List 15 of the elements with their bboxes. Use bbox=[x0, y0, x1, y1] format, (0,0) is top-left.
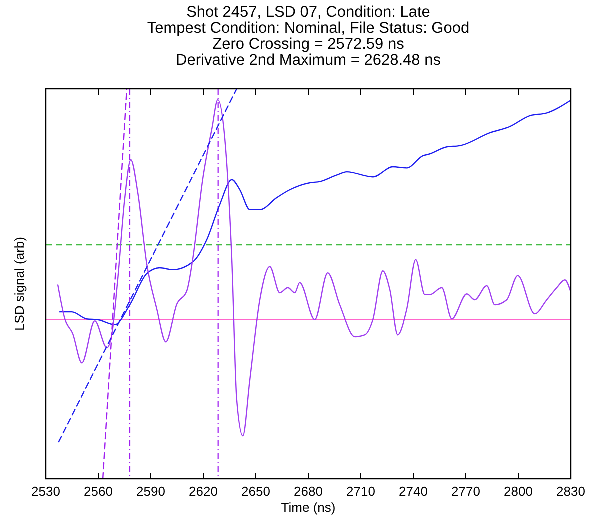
x-tick-label: 2800 bbox=[504, 484, 533, 499]
x-tick-label: 2620 bbox=[189, 484, 218, 499]
x-tick-label: 2830 bbox=[556, 484, 586, 499]
x-tick-label: 2680 bbox=[294, 484, 323, 499]
x-tick-label: 2530 bbox=[32, 484, 60, 499]
x-axis-title: Time (ns) bbox=[281, 500, 336, 515]
x-tick-label: 2770 bbox=[452, 484, 480, 499]
chart-title: Shot 2457, LSD 07, Condition: Late bbox=[186, 4, 430, 21]
chart-subtitle: Tempest Condition: Nominal, File Status: Good Zero Crossing = 2572.59 ns Derivative 2nd Maximum = 2628.48 ns bbox=[147, 20, 470, 69]
x-tick-label: 2590 bbox=[136, 484, 166, 499]
y-axis-title: LSD signal (arb) bbox=[12, 237, 27, 331]
x-tick-label: 2560 bbox=[84, 484, 113, 499]
x-tick-label: 2650 bbox=[242, 484, 270, 499]
x-tick-label: 2710 bbox=[346, 484, 376, 499]
x-tick-label: 2740 bbox=[399, 484, 428, 499]
